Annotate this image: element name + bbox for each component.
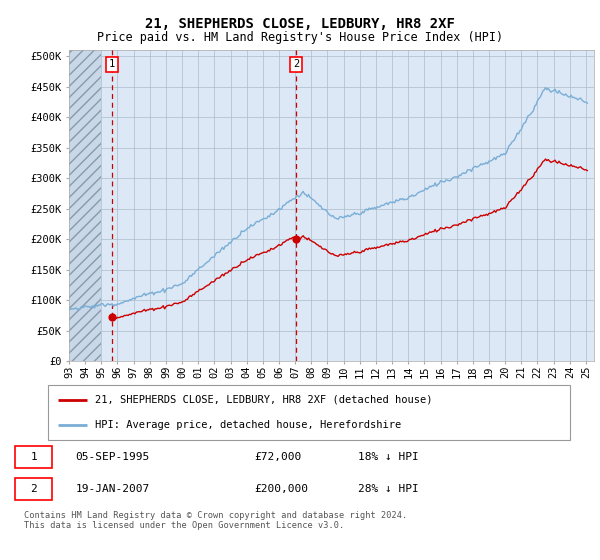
Text: HPI: Average price, detached house, Herefordshire: HPI: Average price, detached house, Here… [95,420,401,430]
FancyBboxPatch shape [48,385,570,440]
Text: 21, SHEPHERDS CLOSE, LEDBURY, HR8 2XF (detached house): 21, SHEPHERDS CLOSE, LEDBURY, HR8 2XF (d… [95,395,433,404]
Bar [69,50,101,361]
Text: 28% ↓ HPI: 28% ↓ HPI [358,484,418,494]
Text: 19-JAN-2007: 19-JAN-2007 [76,484,149,494]
Text: 05-SEP-1995: 05-SEP-1995 [76,451,149,461]
Text: £200,000: £200,000 [254,484,308,494]
Text: 2: 2 [293,59,299,69]
Text: Contains HM Land Registry data © Crown copyright and database right 2024.
This d: Contains HM Land Registry data © Crown c… [24,511,407,530]
Text: 1: 1 [30,451,37,461]
Text: 1: 1 [109,59,115,69]
FancyBboxPatch shape [15,446,52,468]
FancyBboxPatch shape [15,478,52,500]
Point [107,313,117,322]
Text: £72,000: £72,000 [254,451,301,461]
Point [291,235,301,244]
Text: 18% ↓ HPI: 18% ↓ HPI [358,451,418,461]
Text: 21, SHEPHERDS CLOSE, LEDBURY, HR8 2XF: 21, SHEPHERDS CLOSE, LEDBURY, HR8 2XF [145,17,455,31]
Text: Price paid vs. HM Land Registry's House Price Index (HPI): Price paid vs. HM Land Registry's House … [97,31,503,44]
Text: 2: 2 [30,484,37,494]
